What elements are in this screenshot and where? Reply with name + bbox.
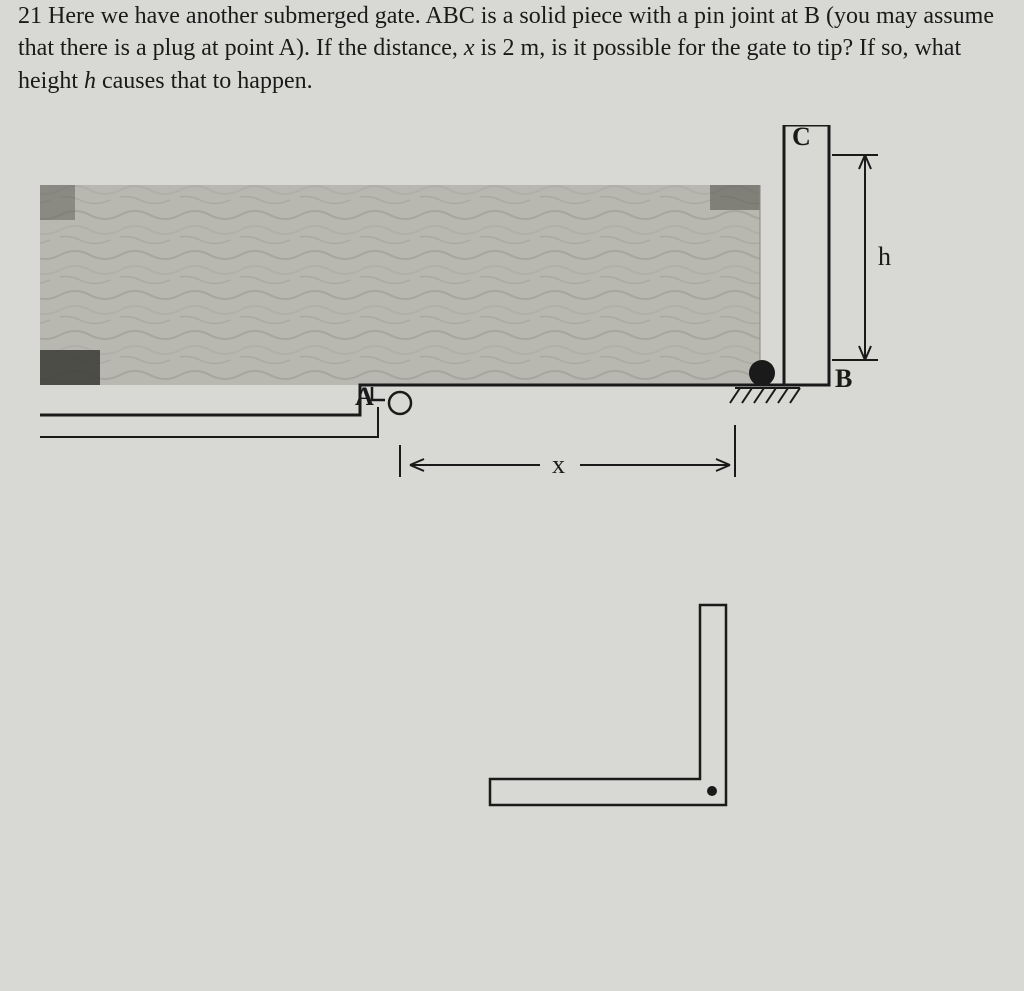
scan-dark-patch-2 bbox=[40, 185, 75, 220]
free-body-pin bbox=[707, 786, 717, 796]
x-dimension bbox=[400, 425, 735, 477]
main-figure: A B C h bbox=[40, 125, 891, 479]
scan-dark-patch-3 bbox=[710, 185, 760, 210]
gate-bc bbox=[784, 125, 829, 385]
problem-statement: 21 Here we have another submerged gate. … bbox=[18, 0, 994, 97]
pin-b bbox=[749, 360, 775, 386]
l-gate-outline bbox=[490, 605, 726, 805]
label-a: A bbox=[355, 382, 374, 411]
scan-dark-patch-1 bbox=[40, 350, 100, 385]
diagram-svg: A B C h bbox=[0, 125, 1024, 991]
step-outline bbox=[40, 385, 760, 415]
h-dimension bbox=[832, 155, 878, 360]
problem-number: 21 bbox=[18, 3, 42, 29]
var-x: x bbox=[464, 35, 475, 61]
label-x: x bbox=[552, 450, 565, 479]
label-b: B bbox=[835, 364, 852, 393]
free-body-figure bbox=[490, 605, 726, 805]
diagram-container: A B C h bbox=[0, 125, 1024, 991]
label-h: h bbox=[878, 242, 891, 271]
ground-hatch bbox=[730, 388, 800, 403]
water-region bbox=[40, 185, 760, 385]
var-h: h bbox=[84, 68, 96, 94]
problem-text-3: causes that to happen. bbox=[96, 68, 313, 94]
lower-channel-bottom bbox=[40, 407, 378, 437]
label-c-top: C bbox=[792, 125, 811, 151]
